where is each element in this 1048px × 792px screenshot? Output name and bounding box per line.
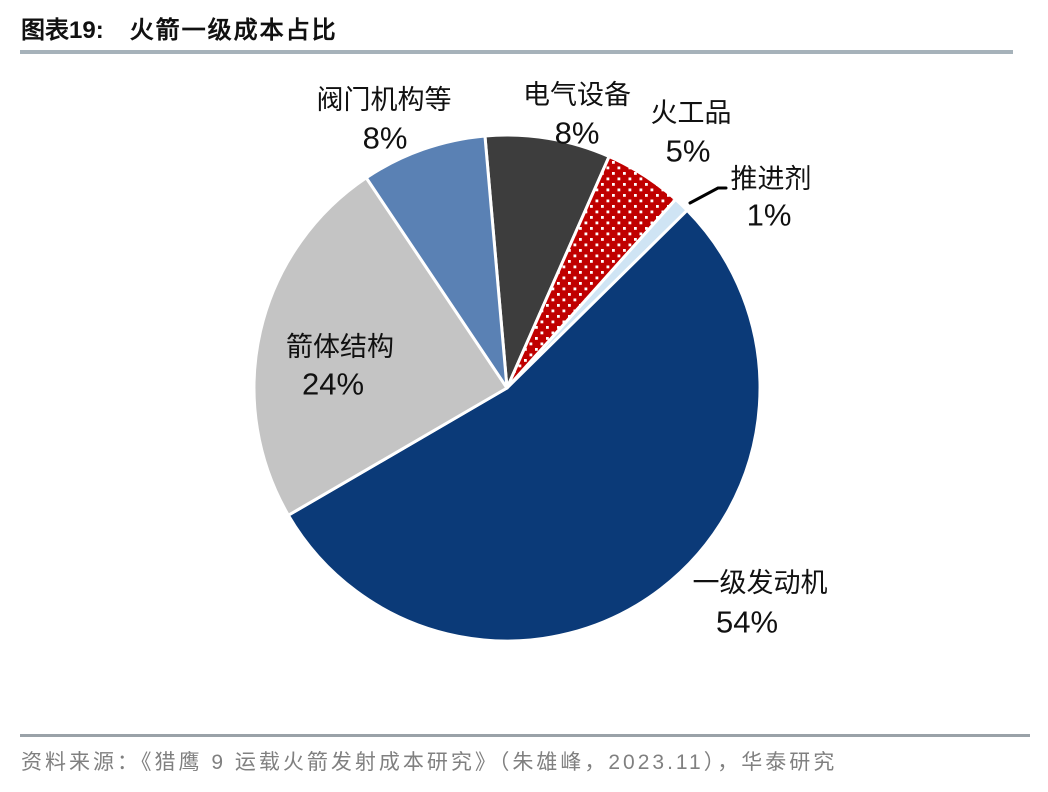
source-text: 《猎鹰 9 运载火箭发射成本研究》（朱雄峰，2023.11），华泰研究 [141, 751, 838, 774]
pie-slice-first-stage-engine [286, 208, 762, 643]
pie-slice-electrical-equipment [483, 133, 611, 390]
figure-name: 火箭一级成本占比 [129, 17, 338, 44]
slice-value-electrical-equipment: 8% [555, 116, 600, 151]
pie-slice-rocket-body-structure [252, 176, 509, 517]
slice-value-pyrotechnics: 5% [666, 134, 711, 169]
pie-slice-valve-mechanism-etc [364, 134, 509, 390]
slice-label-rocket-body-structure: 箭体结构 [286, 332, 394, 362]
slice-label-valve-mechanism-etc: 阀门机构等 [317, 85, 452, 115]
slice-label-propellant: 推进剂 [731, 164, 812, 194]
slice-value-rocket-body-structure: 24% [302, 367, 364, 402]
slice-label-electrical-equipment: 电气设备 [523, 80, 631, 110]
figure-title: 图表19: 火箭一级成本占比 [21, 10, 338, 45]
source-divider [20, 734, 1030, 737]
slice-value-first-stage-engine: 54% [716, 605, 778, 640]
slice-value-propellant: 1% [747, 198, 792, 233]
source-line: 资料来源：《猎鹰 9 运载火箭发射成本研究》（朱雄峰，2023.11），华泰研究 [21, 746, 1031, 776]
title-divider [20, 50, 1013, 54]
slice-label-first-stage-engine: 一级发动机 [693, 568, 828, 598]
slice-label-pyrotechnics: 火工品 [651, 98, 732, 128]
figure-label: 图表19: [21, 17, 104, 44]
leader-line-propellant [688, 186, 728, 205]
slice-value-valve-mechanism-etc: 8% [363, 121, 408, 156]
source-label: 资料来源： [21, 751, 141, 774]
